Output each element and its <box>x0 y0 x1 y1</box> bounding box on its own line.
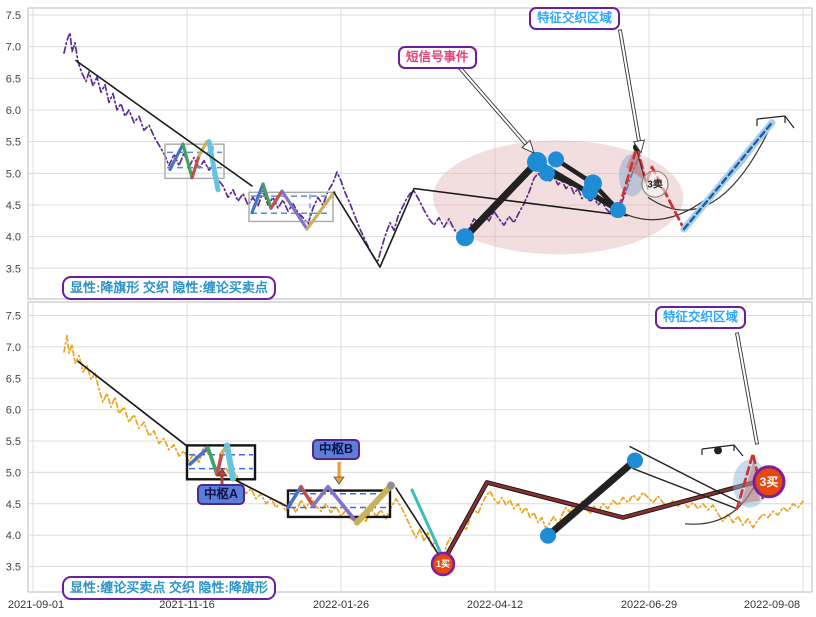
zigzag-seg <box>206 139 221 193</box>
feature-interweave-label-top: 特征交织区域 <box>529 7 621 30</box>
chart-text: 6.0 <box>6 105 21 117</box>
projection-arc <box>647 125 772 211</box>
fractal-dots <box>584 174 602 193</box>
zigzag-seg <box>188 446 210 467</box>
chart-text: 6.5 <box>6 73 21 85</box>
trend-line <box>75 59 253 187</box>
zigzag-seg <box>250 182 265 215</box>
chart-text: 5.0 <box>6 467 21 479</box>
fractal-dots <box>540 527 556 544</box>
chart-text: 4.0 <box>6 530 21 542</box>
hub-b-arrow-head <box>333 476 345 485</box>
hub-a-label: 中枢A <box>197 484 246 505</box>
chart-text: 2022-06-29 <box>621 599 677 611</box>
hub-box-b <box>286 489 392 519</box>
signal-callout-line-head <box>521 139 535 154</box>
projection-dashed-blue <box>682 121 774 231</box>
interweave-ellipse <box>619 154 645 197</box>
chart-text: 2021-09-01 <box>8 599 64 611</box>
feature-callout-line-head <box>632 139 645 154</box>
zigzag-seg <box>311 485 359 525</box>
zigzag-seg <box>280 189 309 231</box>
pennant-line <box>632 467 738 510</box>
hub-a-arrow-head <box>216 468 228 477</box>
zigzag-seg <box>286 485 303 510</box>
pennant-line <box>629 445 743 505</box>
feature-callout-line <box>735 332 759 445</box>
fractal-dots <box>548 151 564 168</box>
fractal-dots <box>627 452 643 469</box>
chart-text: 2021-11-16 <box>159 599 214 611</box>
chart-text: 3.5 <box>6 263 21 275</box>
trend-line <box>77 360 188 447</box>
end-cap <box>756 115 786 120</box>
chart-text: 3.5 <box>6 562 21 574</box>
first-buy-marker <box>430 551 456 577</box>
chart-text: 6.0 <box>6 405 21 417</box>
end-cap <box>784 115 795 129</box>
zigzag-seg <box>168 142 185 172</box>
panel-frame <box>27 301 813 593</box>
trend-line <box>333 187 628 268</box>
chart-text: 7.0 <box>6 42 21 54</box>
maroon-seg <box>441 478 766 564</box>
trend-line <box>234 479 289 508</box>
down-seg-teal <box>410 488 446 562</box>
chart-text: 3买 <box>760 475 779 489</box>
chart-text: 5.0 <box>6 168 21 180</box>
zigzag-seg <box>305 190 336 231</box>
down-seg-black <box>395 487 444 563</box>
third-buy-marker <box>752 465 786 499</box>
chart-text: 7.5 <box>6 10 21 22</box>
chart-text: 6.5 <box>6 373 21 385</box>
zigzag-seg <box>197 140 209 158</box>
fractal-dots <box>610 202 626 219</box>
hub-b-label: 中枢B <box>312 439 361 460</box>
zigzag-seg <box>354 482 394 526</box>
flag-box-2 <box>248 191 334 223</box>
anchor-dot <box>714 446 722 455</box>
chart-text: 1买 <box>436 559 450 569</box>
third-sell-marker <box>641 170 669 198</box>
chart-text: 2022-09-08 <box>744 599 800 611</box>
feature-interweave-label-bottom: 特征交织区域 <box>655 306 747 329</box>
chart-text: 7.0 <box>6 342 21 354</box>
zigzag-seg <box>206 446 219 477</box>
zigzag-seg <box>224 442 236 482</box>
chart-text: 2022-04-12 <box>467 599 523 611</box>
panel-frame <box>27 7 813 300</box>
zigzag-seg <box>261 182 273 210</box>
zigzag-seg <box>190 153 201 180</box>
zigzag-seg <box>299 485 315 508</box>
zigzag-seg <box>269 189 284 210</box>
pen-segment <box>461 158 541 241</box>
end-cap <box>733 444 744 457</box>
fractal-dots <box>456 228 474 247</box>
pen-segment <box>544 456 639 540</box>
chart-text: 4.5 <box>6 499 21 511</box>
signal-dashed-red <box>617 145 686 231</box>
chart-text: 4.5 <box>6 200 21 212</box>
chart-text: 2022-01-26 <box>313 599 369 611</box>
short-signal-event-label: 短信号事件 <box>398 46 477 69</box>
bottom-panel-caption: 显性:缠论买卖点 交织 隐性:降旗形 <box>62 576 276 600</box>
chart-text: 3卖 <box>647 178 663 191</box>
chart-text: 4.0 <box>6 232 21 244</box>
fractal-dots <box>527 151 547 172</box>
end-cap <box>701 444 735 450</box>
zigzag-seg <box>181 142 194 180</box>
top-panel-caption: 显性:降旗形 交织 隐性:缠论买卖点 <box>62 276 276 300</box>
chart-text: 7.5 <box>6 311 21 323</box>
price-line-orange <box>63 334 804 562</box>
gray-dot <box>387 481 395 490</box>
zigzag-seg <box>215 451 224 477</box>
chart-text: 5.5 <box>6 436 21 448</box>
chart-text: 5.5 <box>6 137 21 149</box>
